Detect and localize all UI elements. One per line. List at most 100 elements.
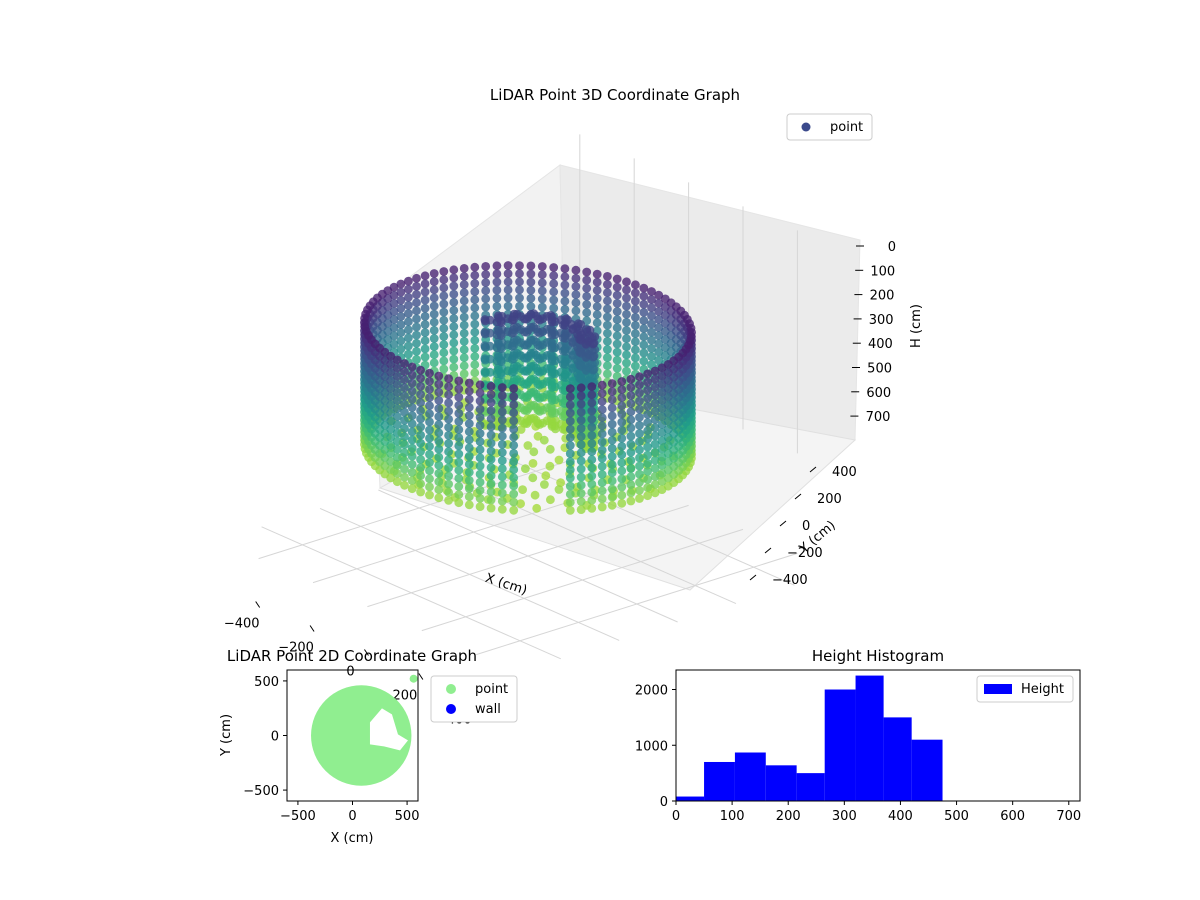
point-3d bbox=[635, 396, 644, 406]
point-3d bbox=[429, 293, 439, 303]
point-3d bbox=[560, 347, 570, 356]
x-tick-label-histogram: 200 bbox=[776, 809, 801, 824]
point-3d bbox=[459, 320, 469, 330]
point-3d bbox=[449, 338, 459, 348]
point-3d bbox=[607, 395, 617, 405]
point-3d bbox=[626, 480, 636, 490]
point-3d bbox=[547, 395, 557, 405]
point-3d bbox=[486, 495, 496, 505]
point-3d bbox=[647, 335, 656, 345]
point-3d bbox=[551, 424, 560, 434]
point-3d bbox=[464, 378, 474, 388]
point-3d bbox=[565, 449, 575, 458]
point-3d bbox=[560, 334, 570, 343]
point-3d bbox=[400, 456, 409, 466]
point-3d bbox=[416, 382, 425, 391]
point-3d bbox=[650, 455, 660, 465]
point-3d bbox=[392, 452, 402, 462]
point-3d bbox=[617, 433, 627, 443]
point-3d bbox=[412, 306, 421, 316]
point-3d bbox=[612, 274, 622, 284]
point-3d bbox=[597, 413, 607, 423]
point-3d bbox=[454, 376, 464, 386]
point-3d bbox=[626, 488, 636, 498]
point-3d bbox=[576, 432, 586, 441]
x-tick-label-histogram: 600 bbox=[1000, 809, 1025, 824]
point-3d bbox=[626, 423, 636, 433]
point-3d bbox=[509, 497, 519, 507]
point-3d bbox=[546, 495, 555, 505]
point-3d bbox=[481, 286, 491, 296]
point-3d bbox=[509, 457, 519, 466]
point-3d bbox=[396, 279, 406, 289]
point-3d bbox=[647, 352, 656, 361]
point-3d bbox=[434, 444, 444, 454]
point-3d bbox=[507, 328, 517, 338]
point-3d bbox=[657, 363, 667, 373]
point-3d bbox=[509, 424, 519, 434]
point-3d bbox=[643, 442, 652, 452]
point-3d bbox=[404, 333, 413, 343]
point-3d bbox=[416, 398, 425, 407]
point-3d bbox=[464, 467, 474, 477]
point-3d bbox=[459, 328, 469, 338]
point-3d bbox=[425, 466, 434, 475]
point-3d bbox=[480, 368, 490, 378]
z-tick-label-3d: 500 bbox=[867, 362, 892, 377]
point-3d bbox=[444, 463, 453, 473]
point-3d bbox=[392, 388, 402, 397]
point-3d bbox=[522, 419, 532, 428]
point-3d bbox=[444, 479, 453, 489]
point-3d bbox=[547, 330, 557, 340]
point-3d bbox=[444, 471, 453, 481]
x-tick-label-3d: −400 bbox=[224, 617, 260, 632]
point-3d bbox=[486, 479, 496, 489]
point-3d bbox=[449, 273, 459, 283]
point-3d bbox=[497, 504, 507, 514]
point-3d bbox=[535, 328, 545, 338]
point-3d bbox=[576, 472, 586, 482]
point-3d bbox=[597, 388, 607, 398]
point-3d bbox=[449, 362, 459, 372]
point-3d bbox=[464, 443, 474, 453]
point-3d bbox=[547, 409, 557, 418]
point-3d bbox=[587, 487, 597, 497]
point-3d bbox=[639, 340, 649, 350]
point-3d bbox=[420, 336, 430, 346]
point-3d bbox=[497, 407, 507, 417]
point-3d bbox=[592, 269, 602, 279]
point-3d bbox=[582, 308, 592, 317]
point-3d bbox=[464, 419, 474, 428]
point-3d bbox=[396, 295, 406, 305]
point-3d bbox=[497, 391, 507, 400]
point-3d bbox=[425, 474, 434, 484]
point-3d bbox=[475, 388, 485, 398]
y-tick-3d bbox=[779, 520, 787, 527]
point-3d bbox=[481, 302, 491, 312]
point-3d bbox=[635, 445, 644, 455]
point-3d bbox=[643, 402, 652, 411]
point-3d bbox=[444, 398, 453, 408]
point-3d bbox=[486, 455, 496, 464]
x-tick-label-histogram: 500 bbox=[944, 809, 969, 824]
point-3d bbox=[588, 365, 598, 375]
point-3d bbox=[537, 262, 547, 271]
x-tick-3d bbox=[255, 601, 261, 608]
point-3d bbox=[439, 291, 449, 301]
axis-ticks-histogram: 0 100 200 300 400 500 600 700 0 1000 2000 bbox=[635, 684, 1081, 824]
point-3d bbox=[617, 466, 627, 476]
point-3d bbox=[497, 440, 507, 449]
point-3d bbox=[582, 292, 592, 301]
point-3d bbox=[509, 505, 519, 515]
point-3d bbox=[639, 283, 649, 293]
point-3d bbox=[647, 311, 656, 321]
point-3d bbox=[459, 337, 469, 346]
point-3d bbox=[626, 415, 636, 425]
point-3d bbox=[622, 342, 631, 352]
point-3d bbox=[631, 345, 640, 355]
x-tick-label-2d: −500 bbox=[280, 809, 316, 824]
point-3d bbox=[639, 316, 649, 325]
point-3d bbox=[439, 324, 449, 333]
point-3d bbox=[449, 281, 459, 291]
point-3d bbox=[492, 285, 502, 295]
